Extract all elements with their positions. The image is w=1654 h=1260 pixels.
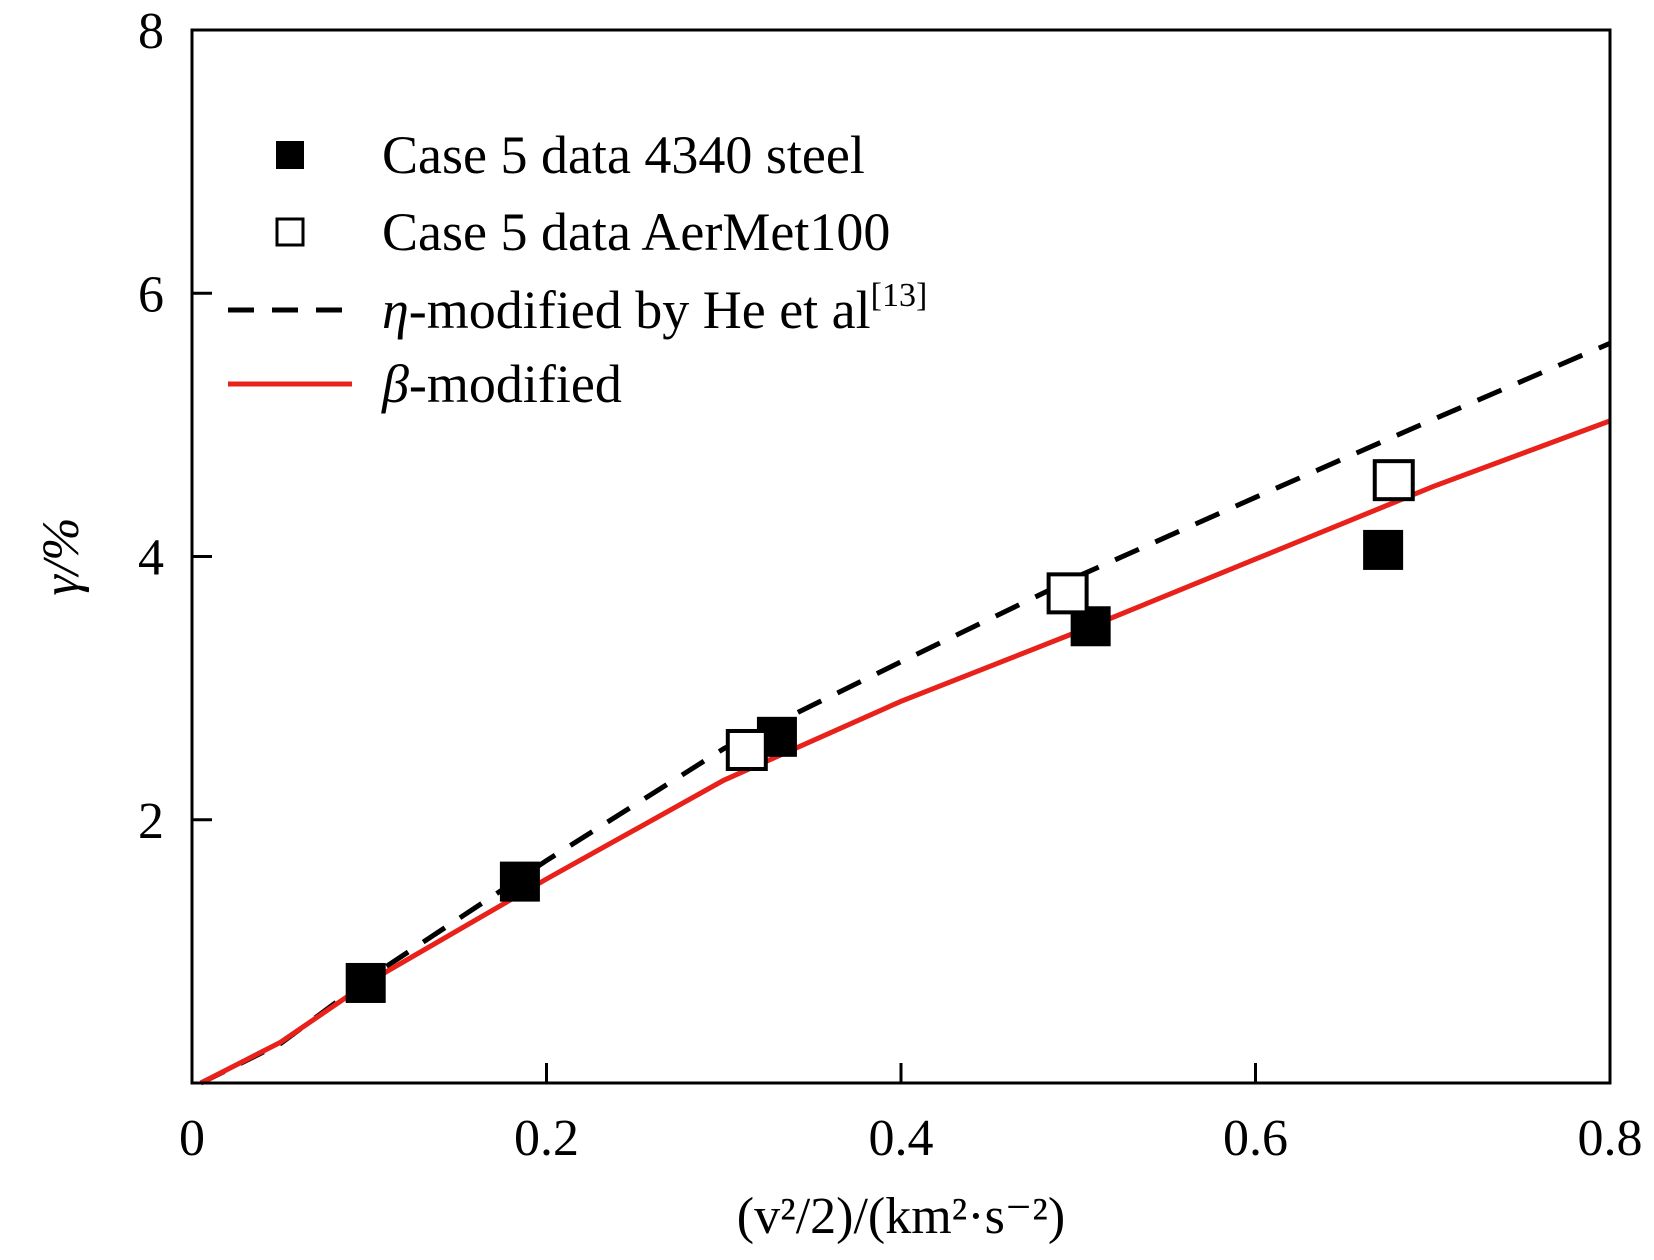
filled-square-point [345, 962, 386, 1003]
legend: Case 5 data 4340 steel Case 5 data AerMet… [228, 125, 927, 414]
open-square-point [1372, 459, 1415, 502]
filled-square-point [499, 861, 540, 902]
open-square-point [725, 728, 768, 771]
y-tick-label: 4 [138, 530, 164, 587]
legend-label: η-modified by He et al[13] [382, 277, 927, 340]
series-line-3 [199, 418, 1611, 1086]
plot-area [199, 341, 1611, 1086]
legend-label: Case 5 data 4340 steel [382, 125, 865, 185]
x-tick-label: 0.4 [869, 1110, 934, 1167]
filled-square-point [1363, 529, 1404, 570]
open-square-point [1046, 572, 1089, 615]
x-axis-label: (v²/2)/(km²·s⁻²) [737, 1188, 1065, 1245]
legend-open-square-icon [275, 217, 305, 247]
x-tick-label: 0.2 [514, 1110, 579, 1167]
y-tick-label: 2 [138, 793, 164, 850]
x-tick-label: 0 [179, 1110, 205, 1167]
y-tick-label: 6 [138, 266, 164, 323]
x-tick-label: 0.8 [1578, 1110, 1643, 1167]
y-axis-label: γ/% [33, 517, 90, 595]
legend-label: Case 5 data AerMet100 [382, 202, 890, 262]
legend-filled-square-icon [276, 141, 304, 169]
axes: 0 0.2 0.4 0.6 0.8 2 4 6 8 (v²/2)/(km²·s⁻²) γ/% [33, 3, 1643, 1245]
x-tick-label: 0.6 [1223, 1110, 1288, 1167]
y-tick-label: 8 [138, 3, 164, 60]
series-line-2 [199, 341, 1611, 1086]
legend-label: β-modified [381, 354, 622, 414]
